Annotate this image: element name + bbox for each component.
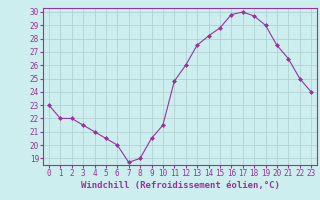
X-axis label: Windchill (Refroidissement éolien,°C): Windchill (Refroidissement éolien,°C) bbox=[81, 181, 279, 190]
